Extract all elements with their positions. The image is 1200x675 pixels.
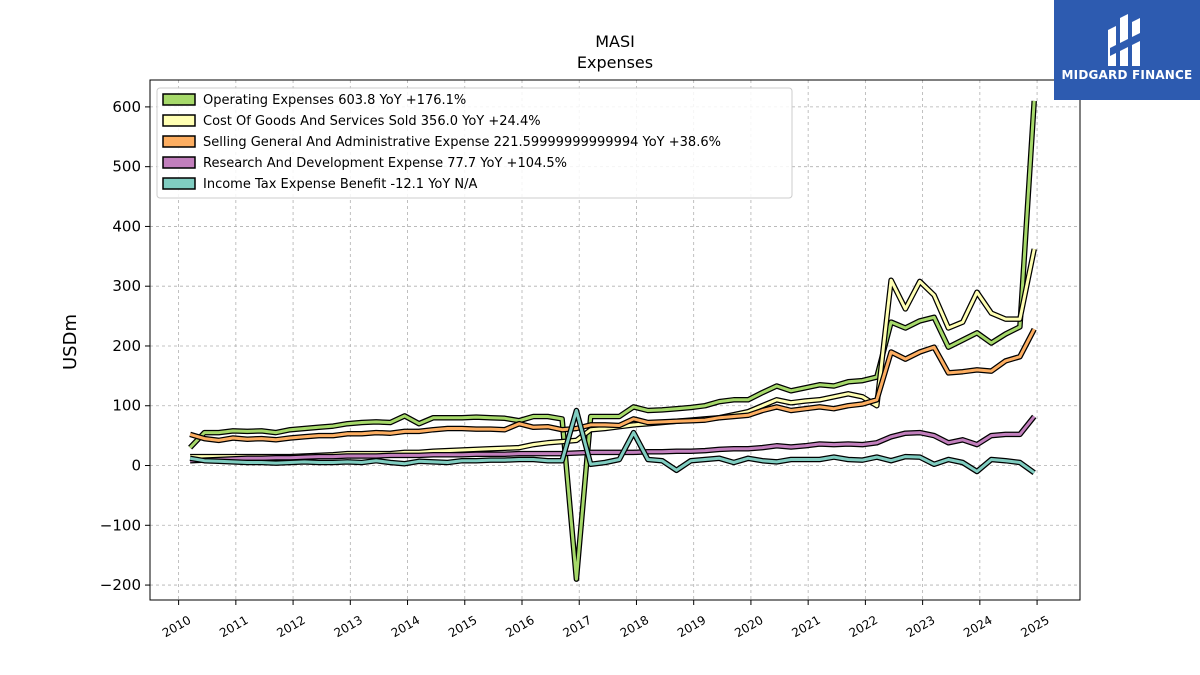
legend-swatch — [162, 114, 196, 127]
x-tick-label: 2013 — [332, 613, 365, 640]
plot-frame — [149, 79, 1081, 601]
x-tick-label: 2011 — [217, 613, 250, 640]
x-tick-label: 2023 — [904, 613, 937, 640]
x-tick-label: 2021 — [789, 613, 822, 640]
x-tick-label: 2010 — [160, 613, 193, 640]
chart-subtitle: Expenses — [577, 53, 653, 72]
x-tick-label: 2015 — [446, 613, 479, 640]
y-tick-label: 300 — [112, 277, 141, 295]
y-tick-label: 400 — [112, 217, 141, 235]
legend-entry: Operating Expenses 603.8 YoY +176.1% — [203, 93, 466, 108]
series-line-3 — [190, 415, 1036, 463]
x-tick-label: 2017 — [561, 613, 594, 640]
plot-area — [188, 100, 1037, 582]
legend-swatch — [162, 135, 196, 148]
series-line-2 — [189, 328, 1036, 442]
chart-title: MASI — [595, 32, 635, 51]
y-tick-label: −100 — [100, 516, 141, 534]
legend-entry: Income Tax Expense Benefit -12.1 YoY N/A — [203, 177, 478, 192]
y-tick-label: 600 — [112, 98, 141, 116]
x-tick-label: 2014 — [389, 613, 422, 640]
legend: Operating Expenses 603.8 YoY +176.1% Cost… — [156, 87, 793, 199]
y-tick-label: −200 — [100, 576, 141, 594]
x-tick-label: 2019 — [675, 613, 708, 640]
x-tick-label: 2024 — [961, 613, 994, 640]
y-tick-label: 200 — [112, 337, 141, 355]
y-tick-label: 100 — [112, 397, 141, 415]
legend-entry: Selling General And Administrative Expen… — [203, 135, 721, 150]
series-line-4 — [189, 409, 1036, 474]
legend-swatch — [162, 177, 196, 190]
y-axis-ticks: −200 −100 0 100 200 300 400 500 600 — [100, 98, 150, 594]
x-tick-label: 2012 — [274, 613, 307, 640]
series-line-0 — [189, 100, 1036, 581]
legend-box — [156, 87, 793, 199]
midgard-logo-icon — [1108, 14, 1142, 66]
x-tick-label: 2022 — [847, 613, 880, 640]
x-tick-label: 2025 — [1018, 613, 1051, 640]
x-axis-ticks: 2010 2011 2012 2013 2014 2015 2016 2017 2018 2019… — [160, 600, 1052, 640]
y-tick-label: 500 — [112, 158, 141, 176]
x-tick-label: 2020 — [732, 613, 765, 640]
y-axis-label: USDm — [60, 314, 81, 370]
legend-swatch — [162, 156, 196, 169]
brand-name: MIDGARD FINANCE — [1061, 68, 1193, 82]
legend-swatch — [162, 93, 196, 106]
x-tick-label: 2018 — [618, 613, 651, 640]
legend-entry: Research And Development Expense 77.7 Yo… — [203, 156, 567, 171]
legend-entry: Cost Of Goods And Services Sold 356.0 Yo… — [203, 114, 541, 129]
y-tick-label: 0 — [131, 457, 141, 475]
brand-logo: MIDGARD FINANCE — [1054, 0, 1200, 100]
x-tick-label: 2016 — [503, 613, 536, 640]
